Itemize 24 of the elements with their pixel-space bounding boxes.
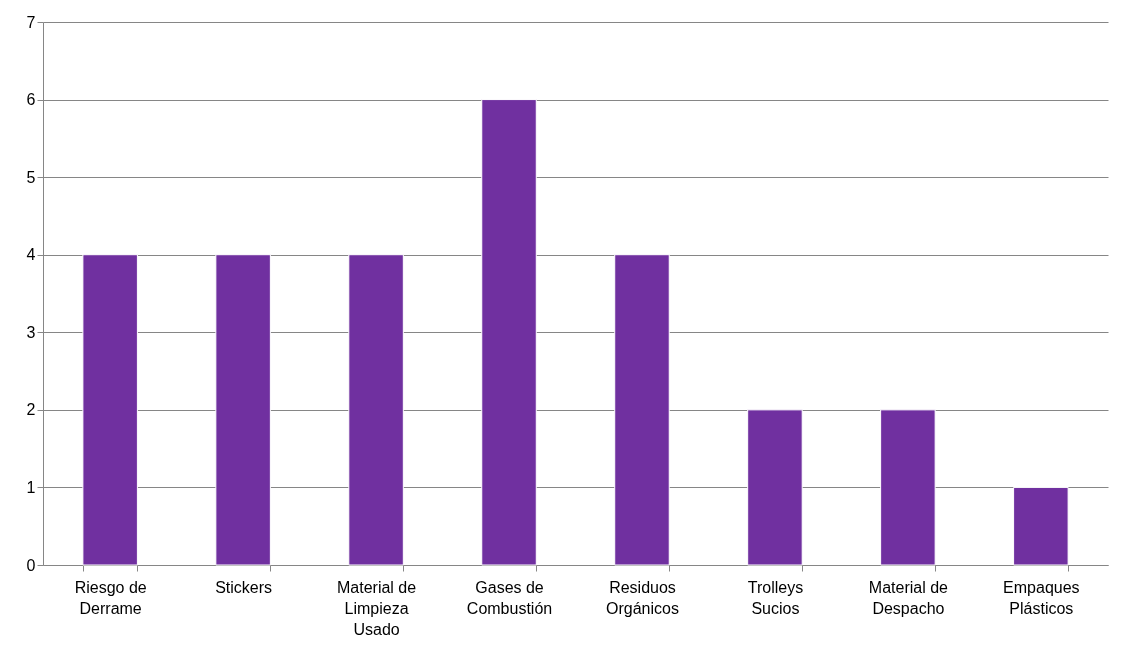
y-tick-label: 4 bbox=[26, 246, 36, 264]
x-tick-label: Residuos Orgánicos bbox=[606, 578, 679, 617]
x-tick-label: Stickers bbox=[215, 578, 273, 596]
y-tick-label: 0 bbox=[26, 556, 36, 574]
bar bbox=[481, 99, 537, 566]
x-tick-label: Gases de Combustión bbox=[466, 578, 553, 617]
y-tick-label: 7 bbox=[26, 13, 36, 31]
x-tick-label: Material de Despacho bbox=[868, 578, 949, 617]
bar bbox=[880, 409, 936, 566]
y-tick-label: 5 bbox=[26, 168, 36, 186]
x-tick-label: Empaques Plásticos bbox=[1003, 578, 1080, 617]
bar bbox=[614, 254, 670, 566]
bar bbox=[215, 254, 271, 566]
x-tick-label: Material de Limpieza Usado bbox=[336, 578, 417, 638]
bar bbox=[1013, 486, 1069, 566]
y-tick-label: 2 bbox=[26, 401, 36, 419]
y-tick-label: 3 bbox=[26, 323, 36, 341]
x-tick-label: Riesgo de Derrame bbox=[74, 578, 147, 617]
bar bbox=[747, 409, 803, 566]
x-tick-label: Trolleys Sucios bbox=[747, 578, 804, 617]
bar bbox=[348, 254, 404, 566]
y-tick-label: 1 bbox=[26, 478, 36, 496]
y-tick-label: 6 bbox=[26, 91, 36, 109]
bar bbox=[82, 254, 138, 566]
